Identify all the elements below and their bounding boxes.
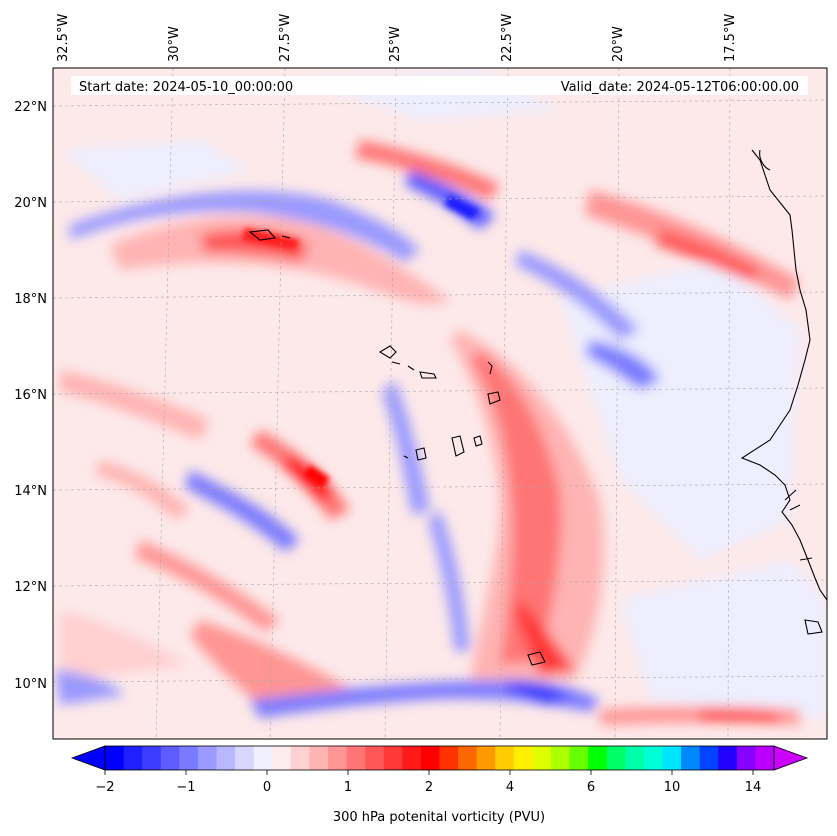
latitude-labels: 22°N 20°N 18°N 16°N 14°N 12°N 10°N <box>14 100 47 692</box>
colorbar-swatch <box>458 746 478 770</box>
colorbar-swatch <box>699 746 719 770</box>
lat-label: 10°N <box>14 677 47 692</box>
gridlines <box>53 68 827 739</box>
colorbar-swatch <box>532 746 552 770</box>
colorbar-swatch <box>216 746 236 770</box>
colorbar-swatch <box>606 746 626 770</box>
colorbar-tick-label: 14 <box>745 780 762 795</box>
colorbar-swatch <box>420 746 440 770</box>
colorbar-swatch <box>179 746 199 770</box>
colorbar-swatch <box>346 746 366 770</box>
start-date-label: Start date: 2024-05-10_00:00:00 <box>79 80 293 95</box>
colorbar-swatch <box>365 746 385 770</box>
colorbar-swatch <box>643 746 663 770</box>
colorbar-tick-label: −1 <box>176 780 195 795</box>
colorbar-tick-label: 2 <box>425 780 433 795</box>
colorbar-label: 300 hPa potenital vorticity (PVU) <box>333 810 545 825</box>
colorbar-swatch <box>328 746 348 770</box>
colorbar-swatch <box>142 746 162 770</box>
colorbar-swatch <box>495 746 515 770</box>
cape-verde-islands <box>378 345 501 461</box>
lat-label: 18°N <box>14 292 47 307</box>
colorbar-swatch <box>235 746 255 770</box>
lat-label: 16°N <box>14 388 47 403</box>
colorbar-swatch <box>197 746 217 770</box>
map-area: Start date: 2024-05-10_00:00:00 Valid_da… <box>53 68 827 739</box>
lon-label: 17.5°W <box>723 14 738 62</box>
colorbar-swatch <box>662 746 682 770</box>
lon-label: 27.5°W <box>278 14 293 62</box>
lon-label: 30°W <box>167 26 182 62</box>
coastlines <box>248 149 827 666</box>
lat-label: 14°N <box>14 484 47 499</box>
colorbar-swatch <box>625 746 645 770</box>
colorbar-tick-labels: −2 −1 0 1 2 4 6 10 14 <box>95 780 761 795</box>
colorbar-swatch <box>272 746 292 770</box>
lat-label: 22°N <box>14 100 47 115</box>
colorbar-swatch <box>736 746 756 770</box>
lat-label: 20°N <box>14 196 47 211</box>
colorbar-swatch <box>513 746 533 770</box>
colorbar-swatch <box>569 746 589 770</box>
colorbar-swatch <box>551 746 571 770</box>
colorbar-tick-label: −2 <box>95 780 114 795</box>
colorbar-tick-label: 0 <box>263 780 271 795</box>
colorbar-swatch <box>439 746 459 770</box>
colorbar-swatch <box>105 746 125 770</box>
africa-coastline <box>740 149 827 601</box>
colorbar-swatch <box>383 746 403 770</box>
colorbar-swatch <box>681 746 701 770</box>
colorbar-swatch <box>718 746 738 770</box>
date-header-bar <box>71 76 808 95</box>
valid-date-label: Valid_date: 2024-05-12T06:00:00.00 <box>561 80 799 95</box>
colorbar-ticks <box>104 770 754 775</box>
colorbar-swatch <box>755 746 775 770</box>
colorbar-swatch <box>309 746 329 770</box>
colorbar-swatch <box>402 746 422 770</box>
colorbar-min-extension <box>70 745 106 771</box>
colorbar-swatch <box>588 746 608 770</box>
longitude-labels: 32.5°W 30°W 27.5°W 25°W 22.5°W 20°W 17.5… <box>56 14 738 62</box>
lat-label: 12°N <box>14 580 47 595</box>
colorbar-tick-label: 6 <box>587 780 595 795</box>
lon-label: 20°W <box>611 26 626 62</box>
colorbar-tick-label: 10 <box>664 780 681 795</box>
colorbar-swatch <box>160 746 180 770</box>
lon-label: 25°W <box>388 26 403 62</box>
colorbar-swatch <box>253 746 273 770</box>
lon-label: 22.5°W <box>500 14 515 62</box>
colorbar-tick-label: 4 <box>506 780 514 795</box>
colorbar-outline <box>104 745 775 771</box>
colorbar-tick-label: 1 <box>344 780 352 795</box>
colorbar-max-extension <box>773 745 809 771</box>
colorbar-swatch <box>476 746 496 770</box>
map-frame <box>52 67 828 740</box>
colorbar-swatch <box>290 746 310 770</box>
colorbar-swatches <box>105 746 775 770</box>
lon-label: 32.5°W <box>56 14 71 62</box>
colorbar-swatch <box>123 746 143 770</box>
colorbar: −2 −1 0 1 2 4 6 10 14 300 hPa potenital … <box>70 745 809 825</box>
